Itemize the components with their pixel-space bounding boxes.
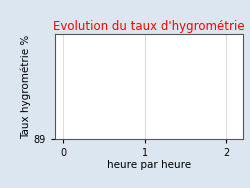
Y-axis label: Taux hygrométrie %: Taux hygrométrie % (20, 34, 31, 139)
Title: Evolution du taux d'hygrométrie: Evolution du taux d'hygrométrie (53, 20, 244, 33)
X-axis label: heure par heure: heure par heure (107, 160, 191, 170)
